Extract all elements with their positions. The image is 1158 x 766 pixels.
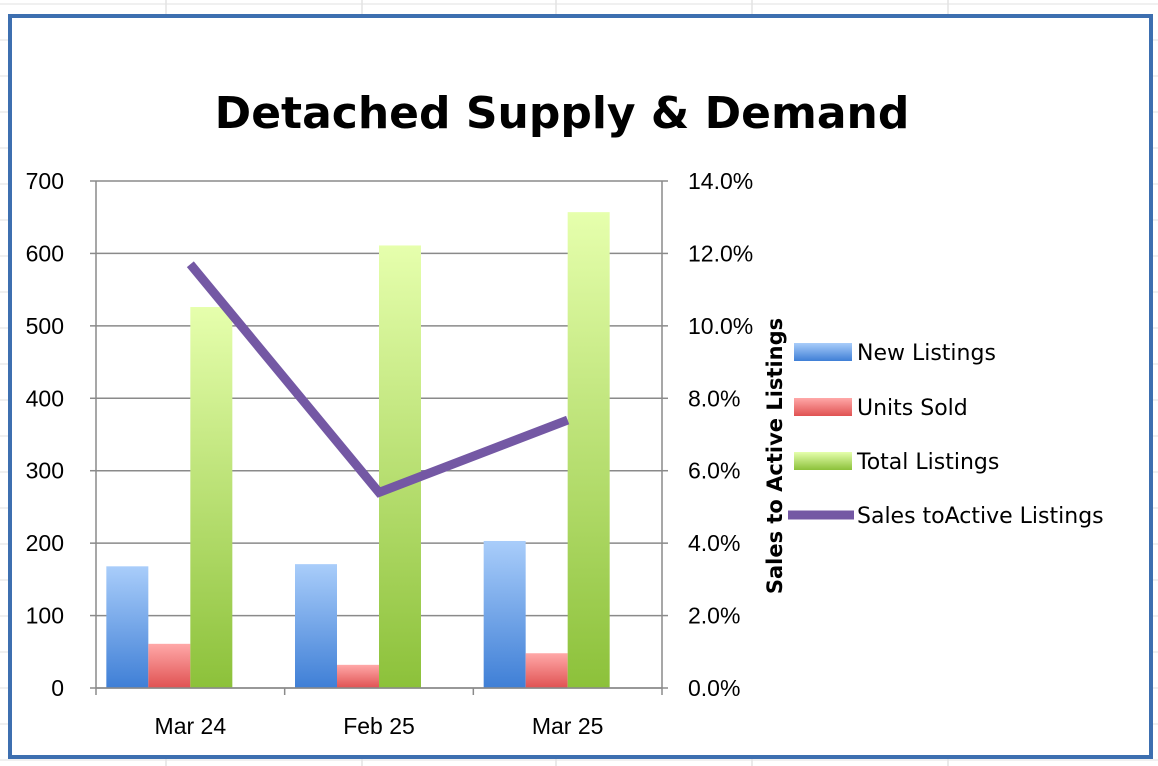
bar-total-listings-2 bbox=[567, 212, 610, 688]
bar-units-sold-2 bbox=[525, 653, 568, 688]
line-series-group bbox=[186, 261, 570, 498]
y2-tick-label-0: 0.0% bbox=[688, 675, 740, 701]
y-tick-label-3: 300 bbox=[26, 458, 64, 484]
bar-new-listings-2 bbox=[483, 540, 526, 688]
bar-total-listings-0 bbox=[190, 307, 233, 688]
legend: New Listings Units Sold Total Listings Sale… bbox=[788, 341, 1104, 529]
x-tick-label-2: Mar 25 bbox=[532, 713, 604, 739]
bar-new-listings-1 bbox=[295, 564, 337, 688]
bar-units-sold-1 bbox=[337, 664, 379, 688]
chart-container[interactable]: Detached Supply & Demand 0 100 200 300 400 50… bbox=[8, 14, 1153, 759]
legend-swatch-units-sold bbox=[794, 398, 852, 416]
y2-axis-title: Sales to Active Listings bbox=[763, 318, 787, 594]
chart-canvas: Detached Supply & Demand 0 100 200 300 400 50… bbox=[26, 88, 1104, 739]
y-tick-label-4: 400 bbox=[26, 385, 64, 411]
y2-tick-label-3: 6.0% bbox=[688, 458, 740, 484]
x-tick-label-0: Mar 24 bbox=[155, 713, 227, 739]
y-tick-label-6: 600 bbox=[26, 240, 64, 266]
y-tick-label-5: 500 bbox=[26, 313, 64, 339]
bar-units-sold-0 bbox=[148, 643, 191, 688]
y-tick-label-2: 200 bbox=[26, 530, 64, 556]
y-tick-label-1: 100 bbox=[26, 603, 64, 629]
legend-label-total-listings: Total Listings bbox=[856, 450, 999, 475]
legend-label-new-listings: New Listings bbox=[857, 341, 996, 366]
y2-tick-label-1: 2.0% bbox=[688, 603, 740, 629]
y2-tick-label-6: 12.0% bbox=[688, 240, 753, 266]
legend-swatch-total-listings bbox=[794, 452, 852, 470]
y2-tick-label-2: 4.0% bbox=[688, 530, 740, 556]
bar-new-listings-0 bbox=[106, 566, 149, 688]
y-tick-label-7: 700 bbox=[26, 168, 64, 194]
y-tick-label-0: 0 bbox=[51, 675, 64, 701]
bar-series-group bbox=[106, 212, 610, 688]
legend-label-units-sold: Units Sold bbox=[857, 396, 968, 421]
x-tick-label-1: Feb 25 bbox=[343, 713, 415, 739]
y2-tick-label-4: 8.0% bbox=[688, 385, 740, 411]
y2-tick-label-5: 10.0% bbox=[688, 313, 753, 339]
chart-title: Detached Supply & Demand bbox=[215, 88, 910, 139]
bar-total-listings-1 bbox=[379, 245, 421, 688]
legend-swatch-new-listings bbox=[794, 343, 852, 361]
y2-tick-label-7: 14.0% bbox=[688, 168, 753, 194]
legend-label-sales-toactive-listings: Sales toActive Listings bbox=[857, 504, 1104, 529]
tick-labels: 0 100 200 300 400 500 600 700 0.0% 2.0% 4.0% 6.0% 8.… bbox=[26, 168, 754, 739]
axes bbox=[90, 180, 668, 695]
